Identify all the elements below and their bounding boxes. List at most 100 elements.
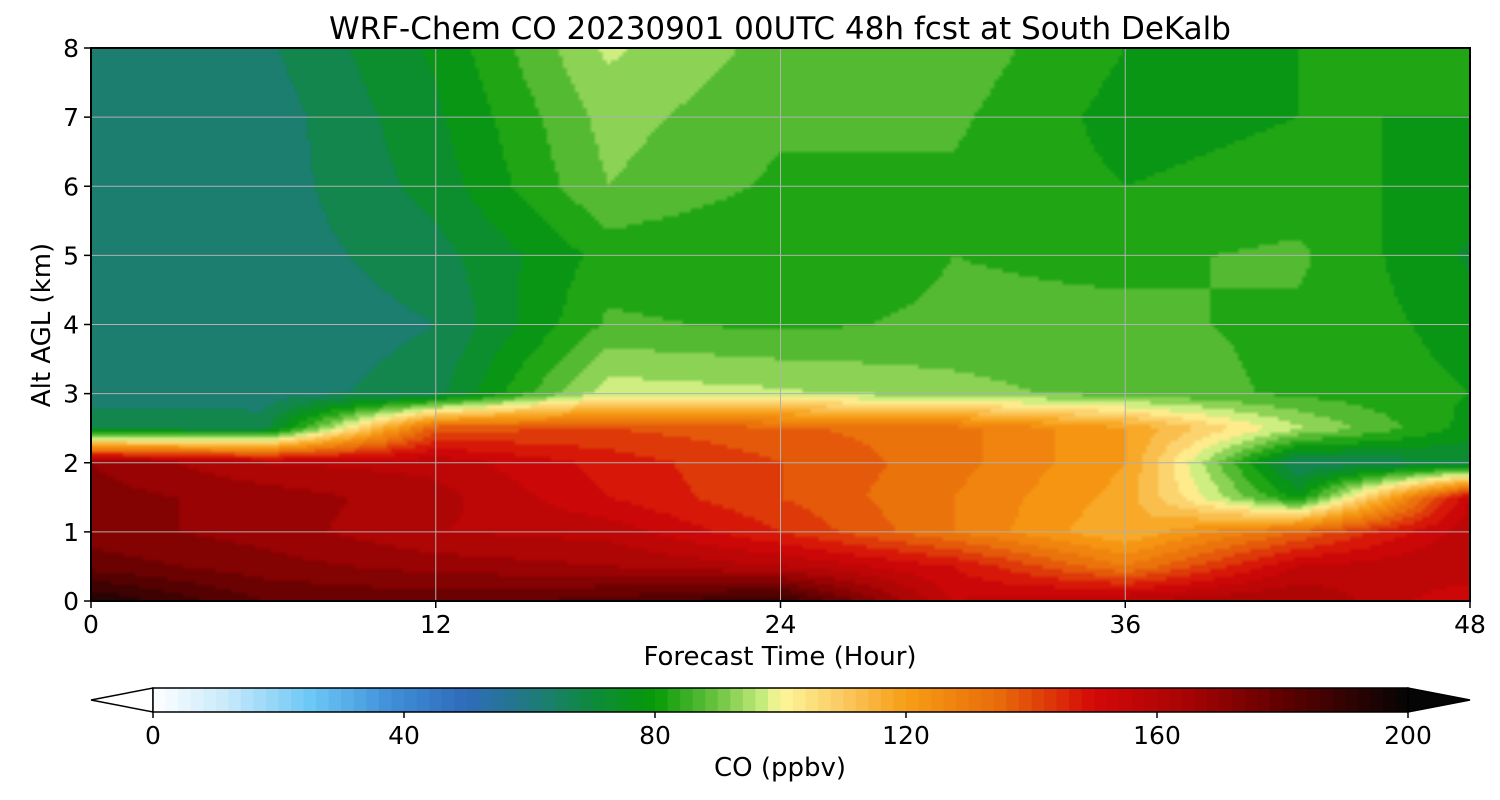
colorbar-swatch bbox=[655, 688, 669, 712]
colorbar-swatch bbox=[855, 688, 869, 712]
colorbar-swatch bbox=[767, 688, 782, 712]
y-tick-label: 6 bbox=[63, 172, 79, 201]
colorbar-swatch bbox=[516, 688, 531, 712]
colorbar-swatch bbox=[203, 688, 217, 712]
colorbar-swatch bbox=[341, 688, 355, 712]
colorbar-swatch bbox=[542, 688, 556, 712]
colorbar-swatch bbox=[1069, 688, 1083, 712]
colorbar-swatch bbox=[1370, 688, 1384, 712]
y-tick-label: 2 bbox=[63, 449, 79, 478]
colorbar-swatch bbox=[667, 688, 681, 712]
colorbar-swatch bbox=[153, 688, 167, 712]
colorbar-swatch bbox=[1257, 688, 1271, 712]
colorbar-swatch bbox=[843, 688, 857, 712]
colorbar-swatch bbox=[215, 688, 229, 712]
colorbar-swatch bbox=[1395, 688, 1409, 712]
colorbar-swatch bbox=[253, 688, 267, 712]
colorbar-swatch bbox=[1094, 688, 1108, 712]
y-tick-label: 7 bbox=[63, 103, 79, 132]
colorbar-swatch bbox=[1232, 688, 1246, 712]
colorbar-swatch bbox=[680, 688, 694, 712]
colorbar-swatch bbox=[391, 688, 405, 712]
y-tick-label: 3 bbox=[63, 380, 79, 409]
colorbar-swatch bbox=[956, 688, 970, 712]
chart-title: WRF-Chem CO 20230901 00UTC 48h fcst at S… bbox=[329, 11, 1231, 47]
colorbar-swatch bbox=[993, 688, 1007, 712]
colorbar-swatch bbox=[441, 688, 455, 712]
colorbar-swatch bbox=[968, 688, 982, 712]
colorbar-swatch bbox=[178, 688, 192, 712]
colorbar-swatch bbox=[1106, 688, 1120, 712]
y-tick-label: 5 bbox=[63, 241, 79, 270]
colorbar-swatch bbox=[755, 688, 769, 712]
colorbar-swatch bbox=[780, 688, 794, 712]
colorbar-swatch bbox=[1119, 688, 1133, 712]
y-axis-label: Alt AGL (km) bbox=[27, 243, 57, 407]
colorbar-upper-extension bbox=[1407, 687, 1471, 713]
colorbar-swatch bbox=[240, 688, 254, 712]
colorbar-swatch bbox=[705, 688, 719, 712]
x-tick-label: 24 bbox=[765, 610, 797, 639]
colorbar-swatch bbox=[1307, 688, 1321, 712]
colorbar-swatch bbox=[1182, 688, 1196, 712]
x-tick-label: 36 bbox=[1109, 610, 1141, 639]
colorbar-swatch bbox=[278, 688, 292, 712]
colorbar-swatch bbox=[1044, 688, 1058, 712]
colorbar-swatch bbox=[1282, 688, 1296, 712]
colorbar-swatch bbox=[880, 688, 895, 712]
colorbar-swatch bbox=[366, 688, 380, 712]
colorbar-swatch bbox=[529, 688, 543, 712]
y-tick-label: 0 bbox=[63, 587, 79, 616]
colorbar-frame bbox=[152, 687, 1409, 713]
colorbar-swatch bbox=[906, 688, 920, 712]
colorbar-swatch bbox=[793, 688, 807, 712]
colorbar-swatch bbox=[1169, 688, 1183, 712]
colorbar-swatch bbox=[491, 688, 505, 712]
colorbar-swatch bbox=[1194, 688, 1208, 712]
colorbar-swatch bbox=[1269, 688, 1284, 712]
colorbar-swatches bbox=[153, 688, 1409, 712]
colorbar-swatch bbox=[303, 688, 317, 712]
colorbar-lower-extension bbox=[90, 687, 154, 713]
colorbar-swatch bbox=[1144, 688, 1158, 712]
colorbar-swatch bbox=[1332, 688, 1346, 712]
colorbar-swatch bbox=[404, 688, 418, 712]
colorbar-tick-label: 40 bbox=[388, 721, 420, 750]
colorbar-swatch bbox=[1207, 688, 1221, 712]
colorbar-swatch bbox=[805, 688, 819, 712]
colorbar-swatch bbox=[265, 688, 280, 712]
y-tick-label: 8 bbox=[63, 34, 79, 63]
colorbar-swatch bbox=[642, 688, 656, 712]
colorbar-swatch bbox=[1320, 688, 1334, 712]
colorbar-swatch bbox=[1219, 688, 1233, 712]
colorbar-swatch bbox=[1131, 688, 1146, 712]
colorbar-swatch bbox=[378, 688, 393, 712]
colorbar-swatch bbox=[479, 688, 493, 712]
x-tick-label: 12 bbox=[420, 610, 452, 639]
colorbar-swatch bbox=[868, 688, 882, 712]
colorbar-swatch bbox=[717, 688, 731, 712]
colorbar-swatch bbox=[228, 688, 242, 712]
colorbar-swatch bbox=[165, 688, 179, 712]
colorbar-tick-label: 200 bbox=[1384, 721, 1432, 750]
colorbar-swatch bbox=[1357, 688, 1371, 712]
colorbar-swatch bbox=[1157, 688, 1171, 712]
colorbar-swatch bbox=[353, 688, 367, 712]
colorbar-swatch bbox=[742, 688, 756, 712]
colorbar-swatch bbox=[316, 688, 330, 712]
x-tick-label: 48 bbox=[1454, 610, 1486, 639]
colorbar-swatch bbox=[893, 688, 907, 712]
colorbar-tick-label: 160 bbox=[1133, 721, 1181, 750]
colorbar-swatch bbox=[730, 688, 744, 712]
colorbar-swatch bbox=[1295, 688, 1309, 712]
y-tick-label: 1 bbox=[63, 518, 79, 547]
colorbar-swatch bbox=[466, 688, 480, 712]
colorbar-swatch bbox=[943, 688, 957, 712]
colorbar-swatch bbox=[190, 688, 204, 712]
colorbar-swatch bbox=[629, 688, 644, 712]
colorbar-swatch bbox=[1056, 688, 1070, 712]
colorbar-swatch bbox=[328, 688, 342, 712]
colorbar-swatch bbox=[931, 688, 945, 712]
colorbar-swatch bbox=[504, 688, 518, 712]
